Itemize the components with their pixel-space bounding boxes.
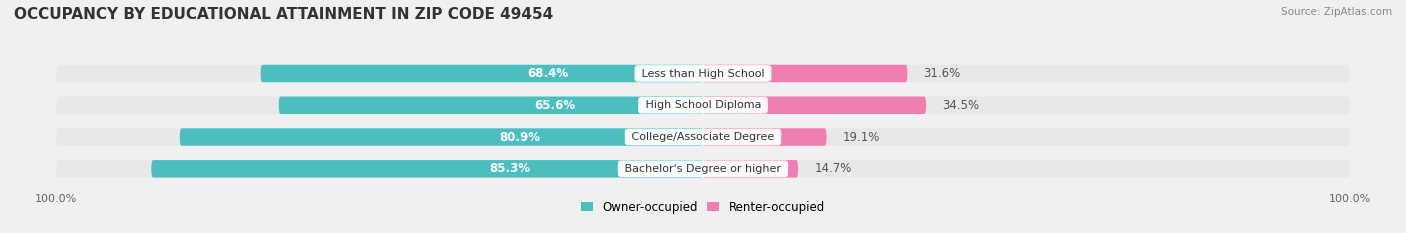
Text: Less than High School: Less than High School — [638, 69, 768, 79]
FancyBboxPatch shape — [180, 128, 703, 146]
Text: 19.1%: 19.1% — [842, 130, 880, 144]
FancyBboxPatch shape — [703, 128, 827, 146]
FancyBboxPatch shape — [152, 160, 703, 178]
FancyBboxPatch shape — [56, 65, 1350, 82]
FancyBboxPatch shape — [703, 96, 927, 114]
Text: 14.7%: 14.7% — [814, 162, 852, 175]
Text: 31.6%: 31.6% — [924, 67, 960, 80]
FancyBboxPatch shape — [703, 160, 799, 178]
Text: 80.9%: 80.9% — [499, 130, 540, 144]
Text: 65.6%: 65.6% — [534, 99, 575, 112]
FancyBboxPatch shape — [278, 96, 703, 114]
Text: 34.5%: 34.5% — [942, 99, 980, 112]
Text: High School Diploma: High School Diploma — [641, 100, 765, 110]
FancyBboxPatch shape — [56, 128, 1350, 146]
FancyBboxPatch shape — [703, 65, 907, 82]
Text: 85.3%: 85.3% — [489, 162, 530, 175]
Text: Source: ZipAtlas.com: Source: ZipAtlas.com — [1281, 7, 1392, 17]
Text: Bachelor's Degree or higher: Bachelor's Degree or higher — [621, 164, 785, 174]
Legend: Owner-occupied, Renter-occupied: Owner-occupied, Renter-occupied — [579, 198, 827, 216]
FancyBboxPatch shape — [56, 96, 1350, 114]
FancyBboxPatch shape — [260, 65, 703, 82]
Text: OCCUPANCY BY EDUCATIONAL ATTAINMENT IN ZIP CODE 49454: OCCUPANCY BY EDUCATIONAL ATTAINMENT IN Z… — [14, 7, 554, 22]
Text: College/Associate Degree: College/Associate Degree — [628, 132, 778, 142]
FancyBboxPatch shape — [56, 160, 1350, 178]
Text: 68.4%: 68.4% — [527, 67, 569, 80]
